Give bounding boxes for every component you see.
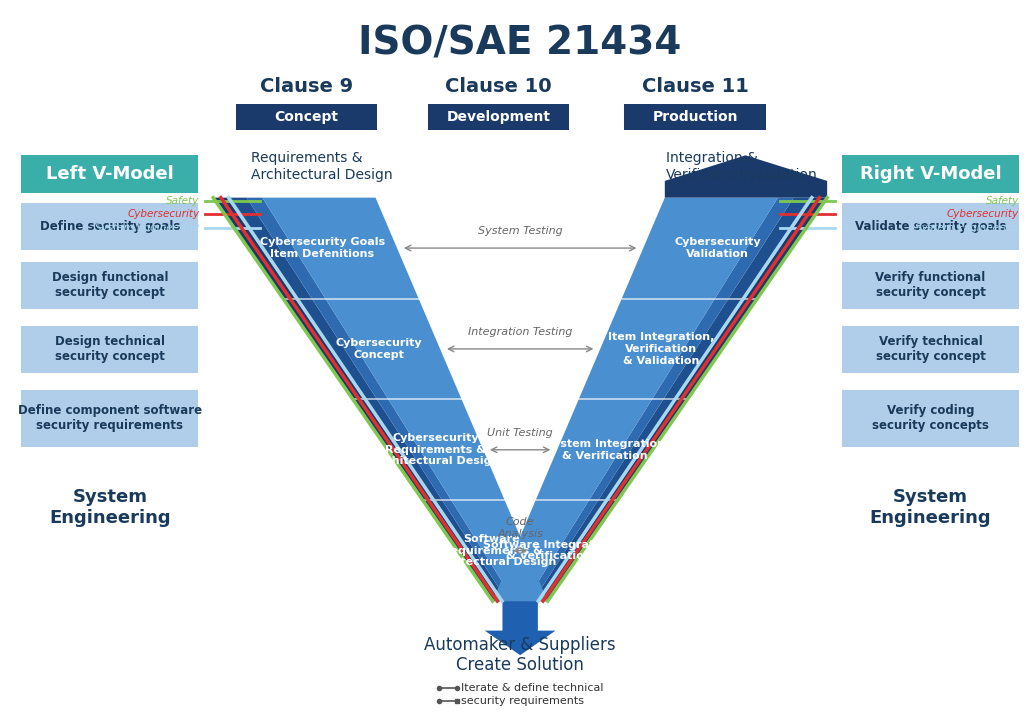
Text: System Testing: System Testing xyxy=(478,226,562,236)
Bar xyxy=(625,104,766,130)
Bar xyxy=(22,261,199,309)
Text: Development: Development xyxy=(446,110,551,124)
Text: Clause 9: Clause 9 xyxy=(260,77,353,96)
Polygon shape xyxy=(247,198,514,601)
Bar xyxy=(842,390,1019,446)
Bar xyxy=(22,202,199,250)
Text: Production: Production xyxy=(652,110,738,124)
Text: Verify functional
security concept: Verify functional security concept xyxy=(876,271,986,300)
Polygon shape xyxy=(493,198,778,601)
Text: Validate security goals: Validate security goals xyxy=(855,220,1007,233)
Text: System Engineering: System Engineering xyxy=(914,223,1019,233)
Text: Cybersecurity
Concept: Cybersecurity Concept xyxy=(336,338,422,360)
Text: Integration Testing: Integration Testing xyxy=(468,327,572,337)
Text: Unit Testing: Unit Testing xyxy=(487,428,553,438)
Text: Concept: Concept xyxy=(274,110,339,124)
Text: Code
Analysis: Code Analysis xyxy=(498,517,543,539)
Text: System
Engineering: System Engineering xyxy=(49,488,171,527)
Text: System
Engineering: System Engineering xyxy=(869,488,991,527)
Text: security requirements: security requirements xyxy=(461,696,584,706)
Text: Design functional
security concept: Design functional security concept xyxy=(51,271,168,300)
Text: Cybersecurity: Cybersecurity xyxy=(127,210,200,220)
Text: Verify coding
security concepts: Verify coding security concepts xyxy=(872,404,989,432)
Bar xyxy=(22,156,199,193)
Polygon shape xyxy=(230,198,507,601)
Bar xyxy=(22,325,199,373)
Text: ISO/SAE 21434: ISO/SAE 21434 xyxy=(358,24,682,62)
Polygon shape xyxy=(484,601,556,655)
Text: Iterate & define technical: Iterate & define technical xyxy=(461,683,603,693)
Text: Left V-Model: Left V-Model xyxy=(46,165,174,183)
Polygon shape xyxy=(540,198,827,601)
Text: Integration &
Verification/Validation: Integration & Verification/Validation xyxy=(666,151,817,181)
Text: Automaker & Suppliers
Create Solution: Automaker & Suppliers Create Solution xyxy=(424,636,616,675)
Text: Define security goals: Define security goals xyxy=(40,220,180,233)
Text: System Engineering: System Engineering xyxy=(95,223,200,233)
Bar xyxy=(842,202,1019,250)
Bar xyxy=(842,325,1019,373)
Text: System Integration
& Verification: System Integration & Verification xyxy=(545,439,665,461)
Text: Item Integration,
Verification
& Validation: Item Integration, Verification & Validat… xyxy=(608,333,715,366)
Text: Safety: Safety xyxy=(986,196,1019,206)
Text: Software Integration
& Verification: Software Integration & Verification xyxy=(483,540,613,562)
Bar xyxy=(842,156,1019,193)
Polygon shape xyxy=(213,198,501,601)
Text: Requirements &
Architectural Design: Requirements & Architectural Design xyxy=(251,151,392,181)
Text: Cybersecurity
Validation: Cybersecurity Validation xyxy=(675,238,761,259)
Bar xyxy=(842,261,1019,309)
Text: Design technical
security concept: Design technical security concept xyxy=(55,336,165,363)
Bar xyxy=(236,104,378,130)
Text: Cybersecurity Goals
Item Defenitions: Cybersecurity Goals Item Defenitions xyxy=(260,238,385,259)
Polygon shape xyxy=(532,198,809,601)
Text: Clause 10: Clause 10 xyxy=(445,77,552,96)
Text: Safety: Safety xyxy=(166,196,200,206)
Bar xyxy=(428,104,569,130)
Text: Cybersecurity: Cybersecurity xyxy=(947,210,1019,220)
Polygon shape xyxy=(526,198,794,601)
Text: Cybersecurity
Requirements &
Architectural Design: Cybersecurity Requirements & Architectur… xyxy=(372,433,500,467)
Polygon shape xyxy=(665,156,827,198)
Text: Clause 11: Clause 11 xyxy=(642,77,749,96)
Polygon shape xyxy=(262,198,548,601)
Text: Software
Requirements &
Architectural Design: Software Requirements & Architectural De… xyxy=(428,534,556,567)
Text: Verify technical
security concept: Verify technical security concept xyxy=(876,336,985,363)
Text: Define component software
security requirements: Define component software security requi… xyxy=(17,404,202,432)
Bar xyxy=(22,390,199,446)
Text: Right V-Model: Right V-Model xyxy=(860,165,1001,183)
